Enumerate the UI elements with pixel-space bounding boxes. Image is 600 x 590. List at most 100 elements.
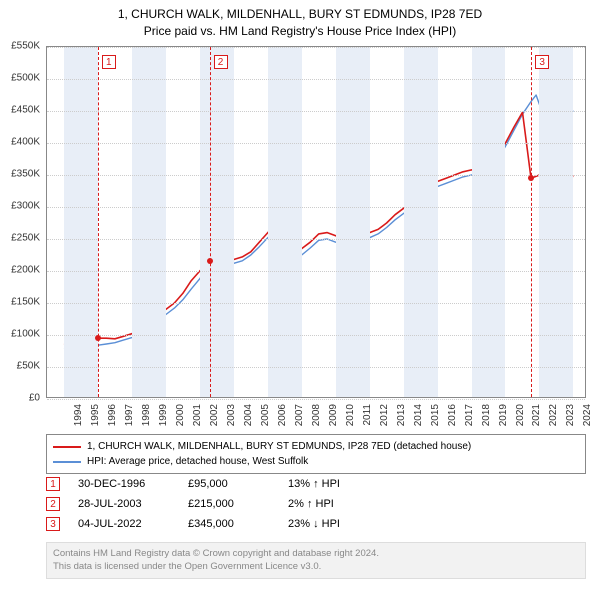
sales-row: 3 04-JUL-2022£345,00023% ↓ HPI bbox=[46, 514, 388, 534]
x-tick-label: 2017 bbox=[464, 404, 475, 434]
legend-label: HPI: Average price, detached house, West… bbox=[87, 454, 308, 469]
x-tick-label: 1994 bbox=[73, 404, 84, 434]
sales-marker: 3 bbox=[46, 517, 60, 531]
x-tick-label: 2010 bbox=[345, 404, 356, 434]
x-tick-label: 2006 bbox=[277, 404, 288, 434]
sales-price: £215,000 bbox=[188, 498, 288, 510]
title-line-1: 1, CHURCH WALK, MILDENHALL, BURY ST EDMU… bbox=[0, 6, 600, 23]
x-tick-label: 1996 bbox=[107, 404, 118, 434]
sale-marker-box: 1 bbox=[102, 55, 116, 69]
y-tick-label: £100K bbox=[0, 329, 40, 340]
year-band bbox=[336, 47, 370, 397]
legend-swatch bbox=[53, 446, 81, 448]
gridline bbox=[47, 303, 585, 304]
x-tick-label: 2005 bbox=[260, 404, 271, 434]
sales-date: 28-JUL-2003 bbox=[78, 498, 188, 510]
x-tick-label: 2003 bbox=[226, 404, 237, 434]
legend-swatch bbox=[53, 461, 81, 463]
sales-table: 1 30-DEC-1996£95,00013% ↑ HPI 2 28-JUL-2003… bbox=[46, 474, 388, 534]
x-tick-label: 1997 bbox=[124, 404, 135, 434]
x-tick-label: 2020 bbox=[515, 404, 526, 434]
gridline bbox=[47, 367, 585, 368]
x-tick-label: 2016 bbox=[447, 404, 458, 434]
sales-row: 1 30-DEC-1996£95,00013% ↑ HPI bbox=[46, 474, 388, 494]
y-tick-label: £0 bbox=[0, 393, 40, 404]
sale-marker-box: 3 bbox=[535, 55, 549, 69]
x-tick-label: 2013 bbox=[396, 404, 407, 434]
sale-vline bbox=[531, 47, 532, 397]
sales-delta: 2% ↑ HPI bbox=[288, 498, 388, 510]
y-tick-label: £200K bbox=[0, 265, 40, 276]
x-tick-label: 2004 bbox=[243, 404, 254, 434]
gridline bbox=[47, 239, 585, 240]
x-tick-label: 1998 bbox=[141, 404, 152, 434]
x-tick-label: 2015 bbox=[430, 404, 441, 434]
sale-vline bbox=[98, 47, 99, 397]
footer-line-1: Contains HM Land Registry data © Crown c… bbox=[53, 547, 579, 560]
footer-line-2: This data is licensed under the Open Gov… bbox=[53, 560, 579, 573]
sales-date: 04-JUL-2022 bbox=[78, 518, 188, 530]
sale-marker-dot bbox=[528, 175, 534, 181]
x-tick-label: 2021 bbox=[531, 404, 542, 434]
x-tick-label: 2023 bbox=[565, 404, 576, 434]
sales-marker: 2 bbox=[46, 497, 60, 511]
legend-item: HPI: Average price, detached house, West… bbox=[53, 454, 579, 469]
gridline bbox=[47, 271, 585, 272]
sales-delta: 23% ↓ HPI bbox=[288, 518, 388, 530]
y-tick-label: £550K bbox=[0, 41, 40, 52]
y-tick-label: £500K bbox=[0, 73, 40, 84]
x-tick-label: 2019 bbox=[498, 404, 509, 434]
gridline bbox=[47, 335, 585, 336]
legend-label: 1, CHURCH WALK, MILDENHALL, BURY ST EDMU… bbox=[87, 439, 471, 454]
line-series-svg bbox=[47, 47, 587, 399]
gridline bbox=[47, 143, 585, 144]
gridline bbox=[47, 175, 585, 176]
gridline bbox=[47, 111, 585, 112]
sale-marker-dot bbox=[95, 335, 101, 341]
year-band bbox=[132, 47, 166, 397]
legend: 1, CHURCH WALK, MILDENHALL, BURY ST EDMU… bbox=[46, 434, 586, 474]
y-tick-label: £50K bbox=[0, 361, 40, 372]
x-tick-label: 1995 bbox=[90, 404, 101, 434]
year-band bbox=[472, 47, 506, 397]
gridline bbox=[47, 79, 585, 80]
x-tick-label: 2007 bbox=[294, 404, 305, 434]
x-tick-label: 2014 bbox=[413, 404, 424, 434]
gridline bbox=[47, 399, 585, 400]
y-tick-label: £400K bbox=[0, 137, 40, 148]
sales-date: 30-DEC-1996 bbox=[78, 478, 188, 490]
x-tick-label: 1999 bbox=[158, 404, 169, 434]
x-tick-label: 2000 bbox=[175, 404, 186, 434]
sale-vline bbox=[210, 47, 211, 397]
y-tick-label: £250K bbox=[0, 233, 40, 244]
year-band bbox=[268, 47, 302, 397]
y-tick-label: £150K bbox=[0, 297, 40, 308]
x-tick-label: 2024 bbox=[582, 404, 593, 434]
sales-price: £95,000 bbox=[188, 478, 288, 490]
chart-title: 1, CHURCH WALK, MILDENHALL, BURY ST EDMU… bbox=[0, 0, 600, 40]
legend-item: 1, CHURCH WALK, MILDENHALL, BURY ST EDMU… bbox=[53, 439, 579, 454]
plot-area: 1 2 3 bbox=[46, 46, 586, 398]
chart-container: 1, CHURCH WALK, MILDENHALL, BURY ST EDMU… bbox=[0, 0, 600, 590]
sales-price: £345,000 bbox=[188, 518, 288, 530]
y-tick-label: £350K bbox=[0, 169, 40, 180]
y-tick-label: £300K bbox=[0, 201, 40, 212]
x-tick-label: 2001 bbox=[192, 404, 203, 434]
gridline bbox=[47, 207, 585, 208]
sales-delta: 13% ↑ HPI bbox=[288, 478, 388, 490]
sale-marker-box: 2 bbox=[214, 55, 228, 69]
x-tick-label: 2011 bbox=[362, 404, 373, 434]
y-tick-label: £450K bbox=[0, 105, 40, 116]
x-tick-label: 2012 bbox=[379, 404, 390, 434]
sales-row: 2 28-JUL-2003£215,0002% ↑ HPI bbox=[46, 494, 388, 514]
x-tick-label: 2009 bbox=[328, 404, 339, 434]
year-band bbox=[200, 47, 234, 397]
x-tick-label: 2002 bbox=[209, 404, 220, 434]
sales-marker: 1 bbox=[46, 477, 60, 491]
sale-marker-dot bbox=[207, 258, 213, 264]
year-band bbox=[64, 47, 98, 397]
footer-attribution: Contains HM Land Registry data © Crown c… bbox=[46, 542, 586, 579]
x-tick-label: 2018 bbox=[481, 404, 492, 434]
gridline bbox=[47, 47, 585, 48]
title-line-2: Price paid vs. HM Land Registry's House … bbox=[0, 23, 600, 40]
